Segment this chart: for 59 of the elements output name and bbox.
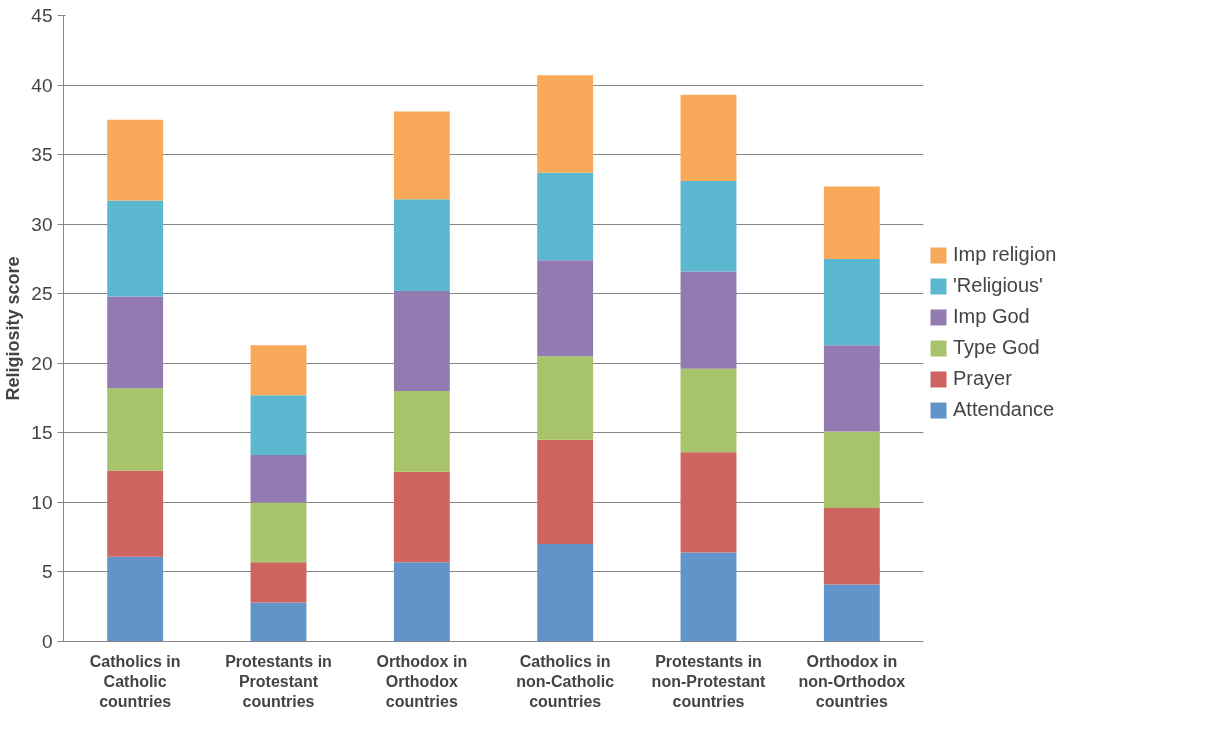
x-tick-label: Orthodox in Orthodox countries xyxy=(376,652,468,711)
y-tick-label: 0 xyxy=(41,631,53,652)
y-axis-title: Religiosity score xyxy=(3,256,24,401)
bar xyxy=(393,391,450,472)
bar xyxy=(250,562,307,603)
bar xyxy=(107,388,164,471)
bar xyxy=(537,544,594,642)
bar xyxy=(393,290,450,392)
legend-label: Type God xyxy=(953,336,1040,359)
x-tick-label: Protestants in Protestant countries xyxy=(225,652,332,711)
legend-label: 'Religious' xyxy=(953,274,1043,297)
bar xyxy=(537,75,594,173)
legend-label: Imp God xyxy=(953,305,1030,328)
y-tick-label: 40 xyxy=(31,74,53,96)
bar xyxy=(107,296,164,389)
bar xyxy=(537,260,594,357)
bar xyxy=(680,368,737,453)
legend-label: Imp religion xyxy=(953,243,1057,266)
y-tick-label: 10 xyxy=(31,491,53,513)
bar xyxy=(107,556,164,642)
y-tick-label: 25 xyxy=(31,283,53,305)
bar xyxy=(680,94,737,182)
bar xyxy=(680,271,737,369)
bar xyxy=(680,552,737,642)
legend-label: Attendance xyxy=(953,398,1055,421)
legend-label: Prayer xyxy=(953,367,1012,390)
bar xyxy=(823,186,880,259)
bar xyxy=(250,455,307,503)
x-tick-label: Protestants in non-Protestant countries xyxy=(651,652,767,711)
bar xyxy=(393,111,450,200)
y-tick-label: 15 xyxy=(31,422,53,444)
bar xyxy=(107,470,164,557)
bar xyxy=(823,258,880,346)
bar xyxy=(393,562,450,642)
y-tick-label: 5 xyxy=(41,561,53,583)
bar xyxy=(823,345,880,432)
bar xyxy=(250,602,307,642)
x-tick-label: Orthodox in non-Orthodox countries xyxy=(798,652,906,711)
bar xyxy=(537,439,594,545)
bar xyxy=(393,199,450,291)
x-tick-label: Catholics in non-Catholic countries xyxy=(516,652,615,711)
bar xyxy=(393,471,450,563)
bar xyxy=(107,200,164,297)
y-tick-label: 20 xyxy=(31,352,53,374)
y-tick-label: 30 xyxy=(31,213,53,235)
bar xyxy=(250,395,307,456)
bar xyxy=(537,356,594,440)
bar xyxy=(823,431,880,508)
bar xyxy=(823,507,880,585)
bar xyxy=(680,452,737,553)
y-tick-label: 45 xyxy=(31,5,53,26)
bar xyxy=(250,502,307,563)
bar xyxy=(680,181,737,272)
y-tick-label: 35 xyxy=(31,144,53,166)
bar xyxy=(250,345,307,396)
x-tick-label: Catholics in Catholic countries xyxy=(89,652,181,711)
bar xyxy=(537,172,594,261)
bar xyxy=(107,119,164,201)
bar xyxy=(823,584,880,642)
